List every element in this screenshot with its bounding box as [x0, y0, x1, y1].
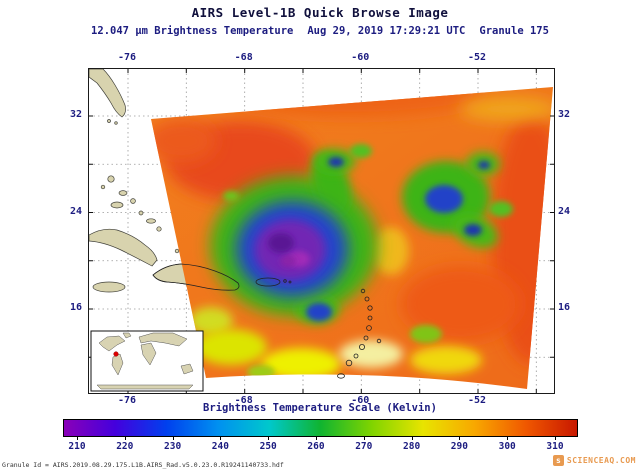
inset-africa — [140, 342, 157, 366]
inset-eurasia — [138, 332, 188, 347]
colorbar-tick-mark — [411, 436, 413, 440]
colorbar-tick-label: 290 — [450, 441, 468, 452]
colorbar-tick-label: 210 — [68, 441, 86, 452]
puerto-rico-outline — [255, 277, 281, 287]
lon-tick-label: -60 — [351, 52, 370, 63]
map-plot — [88, 68, 555, 394]
colorbar-tick-label: 220 — [116, 441, 134, 452]
colorbar-tick-label: 230 — [164, 441, 182, 452]
lon-tick-label: -76 — [117, 395, 137, 406]
scienceaq-logo-icon: s — [552, 455, 564, 466]
lon-tick-label: -60 — [351, 395, 370, 406]
watermark-text: SCIENCEAQ.COM — [566, 456, 636, 465]
colorbar-title: Brightness Temperature Scale (Kelvin) — [203, 402, 437, 414]
inset-australia — [180, 363, 194, 375]
colorbar-tick-mark — [268, 436, 270, 440]
colorbar-tick-mark — [363, 436, 365, 440]
lesser-antilles-arc — [337, 288, 382, 379]
inset-world-map — [90, 330, 204, 392]
map-canvas — [88, 68, 554, 393]
lon-tick-label: -76 — [117, 52, 137, 63]
colorbar-tick-label: 270 — [355, 441, 373, 452]
colorbar-tick-mark — [124, 436, 126, 440]
inset-south-america — [111, 353, 124, 376]
lon-tick-label: -68 — [234, 395, 253, 406]
location-marker-icon — [113, 351, 119, 357]
colorbar-tick-mark — [507, 436, 509, 440]
lat-tick-label: 24 — [69, 205, 82, 217]
watermark: s SCIENCEAQ.COM — [552, 455, 636, 466]
lat-tick-label: 24 — [558, 205, 571, 217]
inset-antarctica — [96, 384, 194, 390]
colorbar-tick-label: 280 — [403, 441, 421, 452]
bahamas-islands — [100, 175, 185, 256]
colorbar-tick-label: 260 — [307, 441, 325, 452]
jamaica — [92, 281, 126, 293]
lon-tick-label: -68 — [234, 52, 253, 63]
lat-tick-label: 16 — [558, 302, 571, 313]
subtitle-datetime: Aug 29, 2019 17:29:21 UTC — [307, 25, 466, 37]
colorbar-tick-label: 300 — [498, 441, 516, 452]
granule-id-text: Granule Id = AIRS.2019.08.29.175.L1B.AIR… — [2, 461, 284, 469]
colorbar-tick-label: 250 — [259, 441, 277, 452]
subtitle-wavelength: 12.047 μm Brightness Temperature — [91, 25, 294, 37]
colorbar-tick-mark — [220, 436, 222, 440]
colorbar-gradient — [63, 419, 578, 437]
data-swath — [151, 87, 553, 389]
colorbar-tick-mark — [459, 436, 461, 440]
subtitle-granule: Granule 175 — [479, 25, 549, 37]
lat-tick-label: 32 — [69, 109, 82, 120]
colorbar-tick-label: 240 — [211, 441, 229, 452]
lon-tick-label: -52 — [467, 52, 487, 63]
colorbar-tick-mark — [172, 436, 174, 440]
cuba — [88, 228, 158, 267]
colorbar-tick-mark — [316, 436, 317, 440]
colorbar-tick-mark — [555, 436, 556, 440]
lon-tick-label: -52 — [467, 395, 487, 406]
lat-tick-label: 16 — [69, 302, 82, 313]
inset-north-america — [98, 335, 126, 352]
hispaniola-outline — [152, 263, 240, 291]
colorbar-tick-mark — [77, 436, 78, 440]
frame-ticks — [89, 69, 554, 393]
lat-tick-label: 32 — [558, 109, 571, 120]
colorbar-tick-label: 310 — [546, 441, 564, 452]
subtitle: 12.047 μm Brightness Temperature Aug 29,… — [0, 25, 640, 37]
island-outlines-over-swath — [152, 263, 382, 379]
page-title: AIRS Level-1B Quick Browse Image — [191, 5, 449, 20]
florida-peninsula — [88, 68, 126, 118]
inset-greenland — [122, 332, 132, 339]
